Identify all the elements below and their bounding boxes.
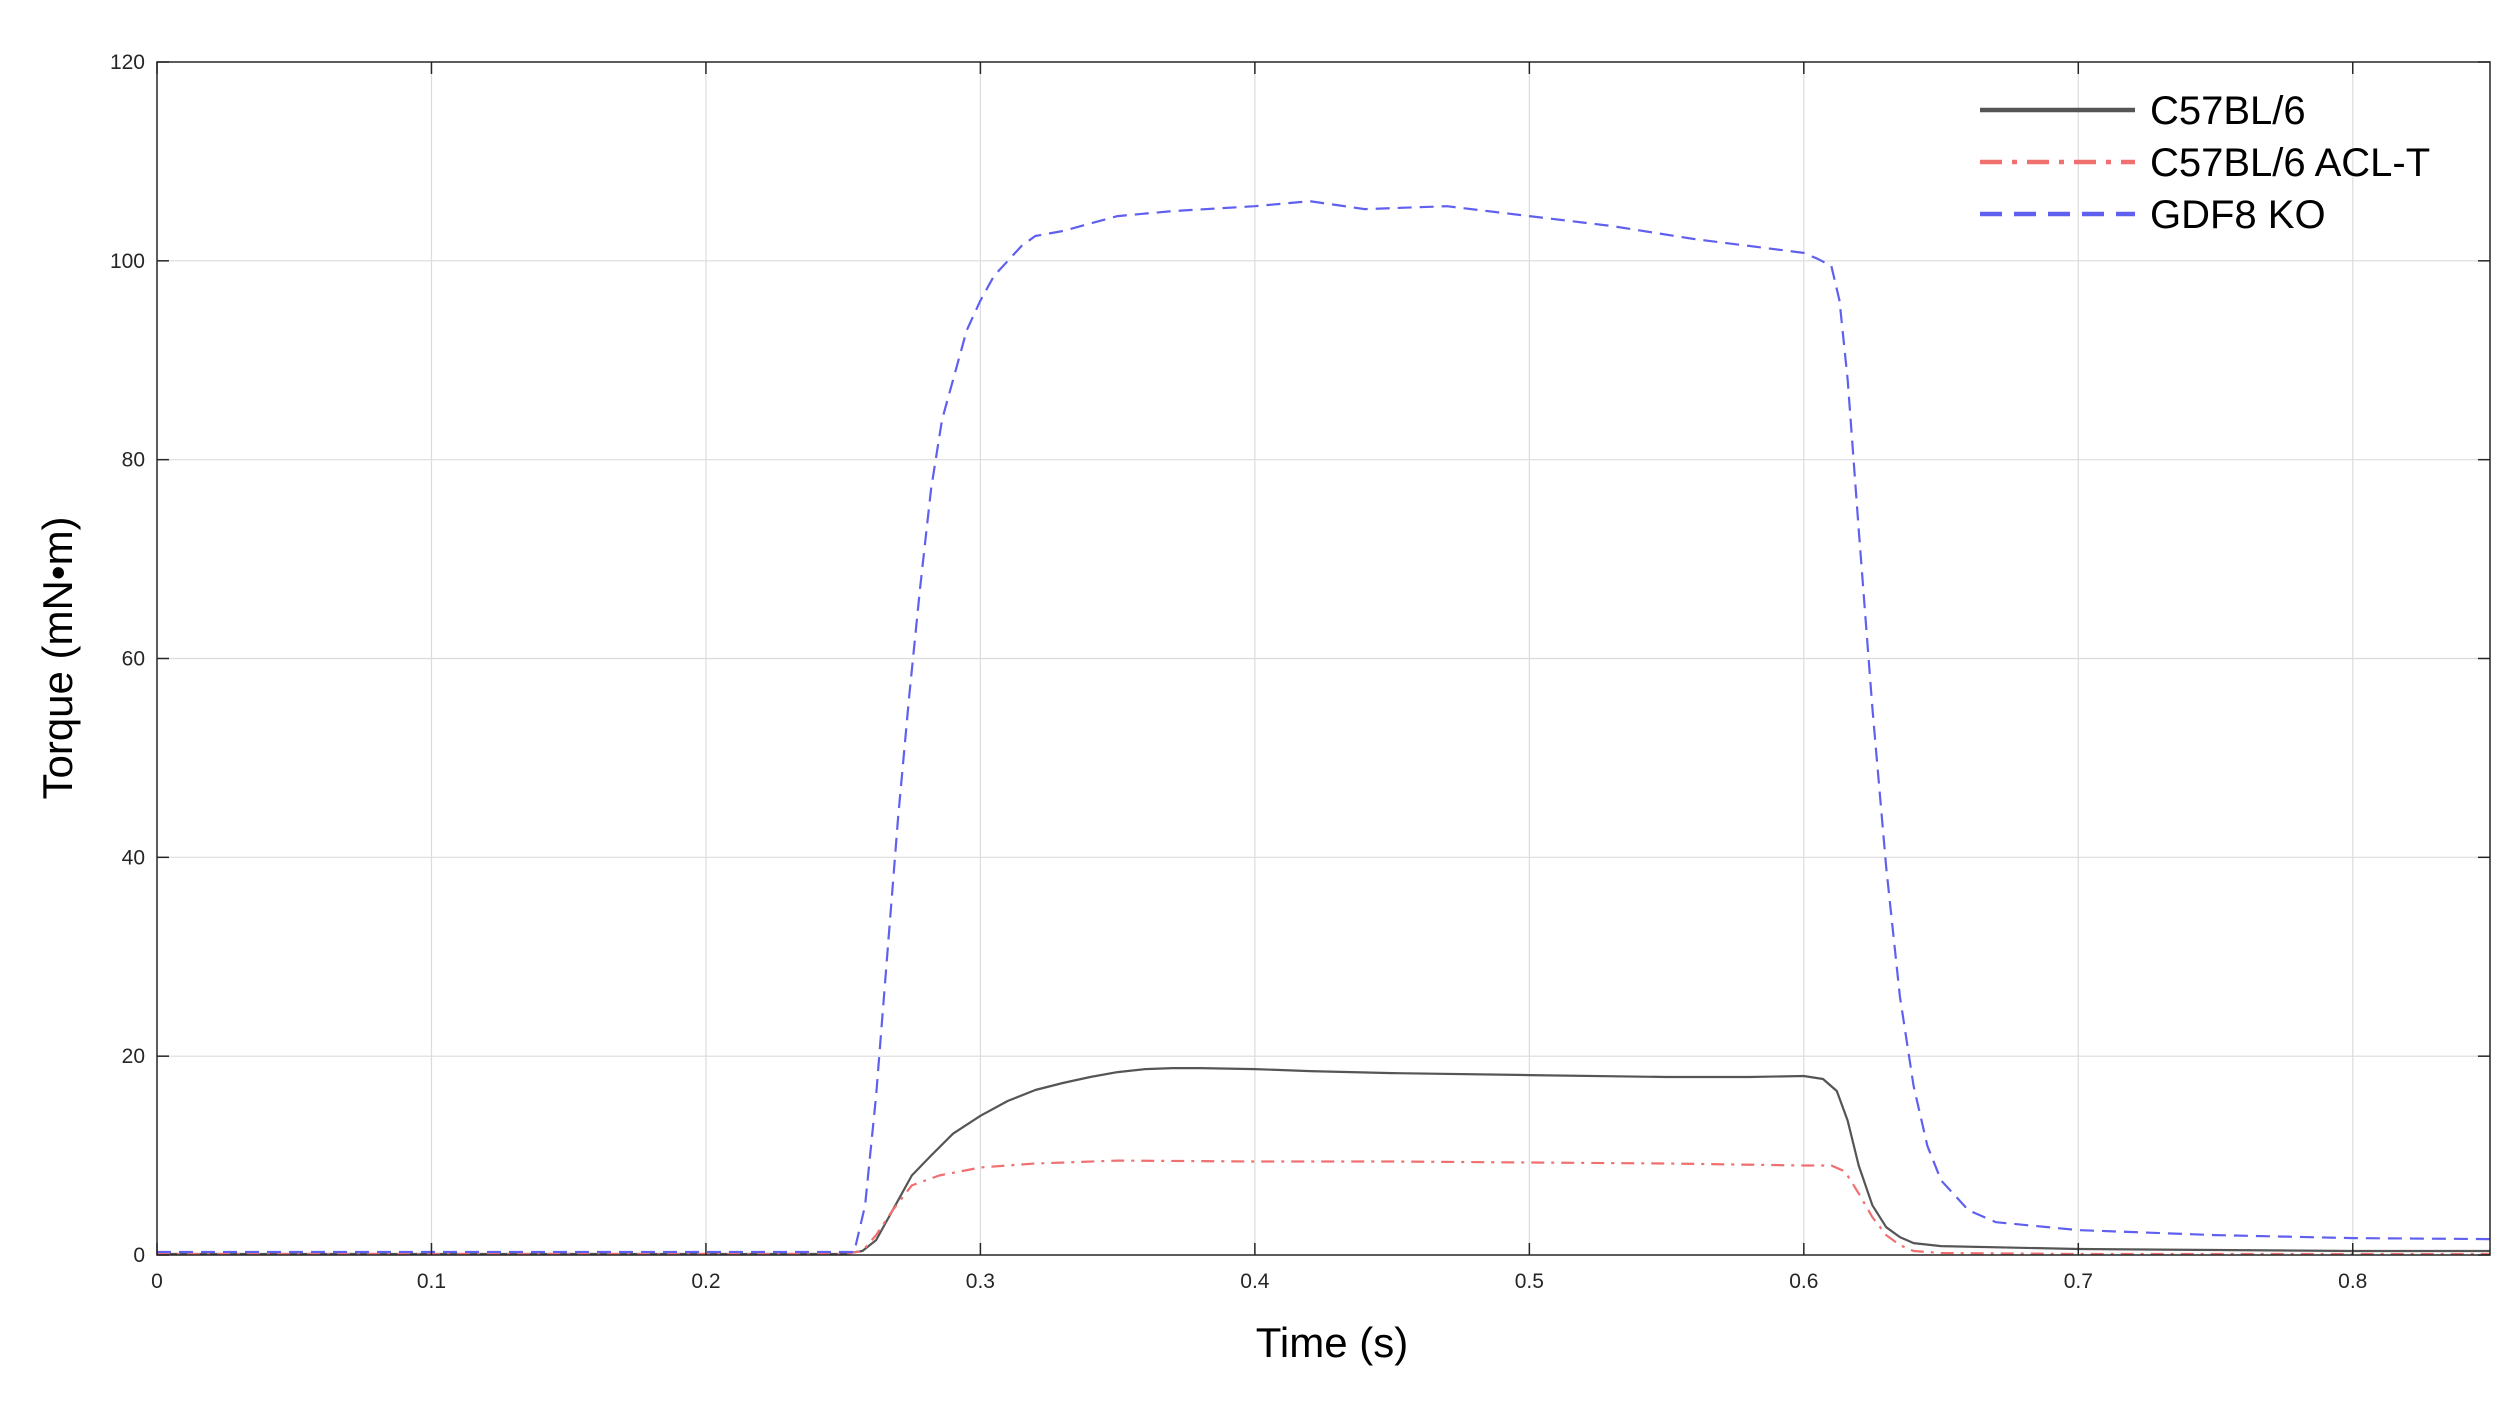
x-tick-label: 0.1 [417, 1270, 446, 1293]
y-tick-label: 40 [122, 846, 145, 869]
legend-label-2: GDF8 KO [2150, 193, 2326, 237]
x-tick-label: 0.8 [2338, 1270, 2367, 1293]
y-tick-label: 0 [133, 1244, 145, 1267]
x-tick-label: 0.5 [1515, 1270, 1544, 1293]
x-tick-label: 0.3 [966, 1270, 995, 1293]
series-line-1 [157, 1159, 2490, 1256]
x-tick-label: 0.6 [1789, 1270, 1818, 1293]
series-line-2 [157, 200, 2491, 1254]
y-tick-label: 80 [122, 449, 145, 472]
y-tick-label: 100 [110, 250, 145, 273]
legend-label-1: C57BL/6 ACL-T [2150, 141, 2430, 185]
series-layer [157, 200, 2491, 1256]
axis-ticks: 0 0.1 0.2 0.3 0.4 0.5 0.6 0.7 0.8 0 20 40 60 80 100 120 [110, 51, 2490, 1293]
legend-label-0: C57BL/6 [2150, 89, 2306, 133]
grid-lines [157, 62, 2490, 1255]
legend: C57BL/6 C57BL/6 ACL-T GDF8 KO [1980, 89, 2430, 237]
x-axis-title: Time (s) [1256, 1319, 1408, 1366]
x-tick-label: 0.4 [1240, 1270, 1270, 1293]
x-tick-label: 0.2 [691, 1270, 720, 1293]
y-axis-title: Torque (mN•m) [34, 516, 81, 799]
x-tick-label: 0 [151, 1270, 163, 1293]
series-line-0 [157, 1067, 2490, 1256]
x-tick-label: 0.7 [2064, 1270, 2093, 1293]
y-tick-label: 120 [110, 51, 145, 74]
y-tick-label: 60 [122, 648, 145, 671]
y-tick-label: 20 [122, 1045, 145, 1068]
